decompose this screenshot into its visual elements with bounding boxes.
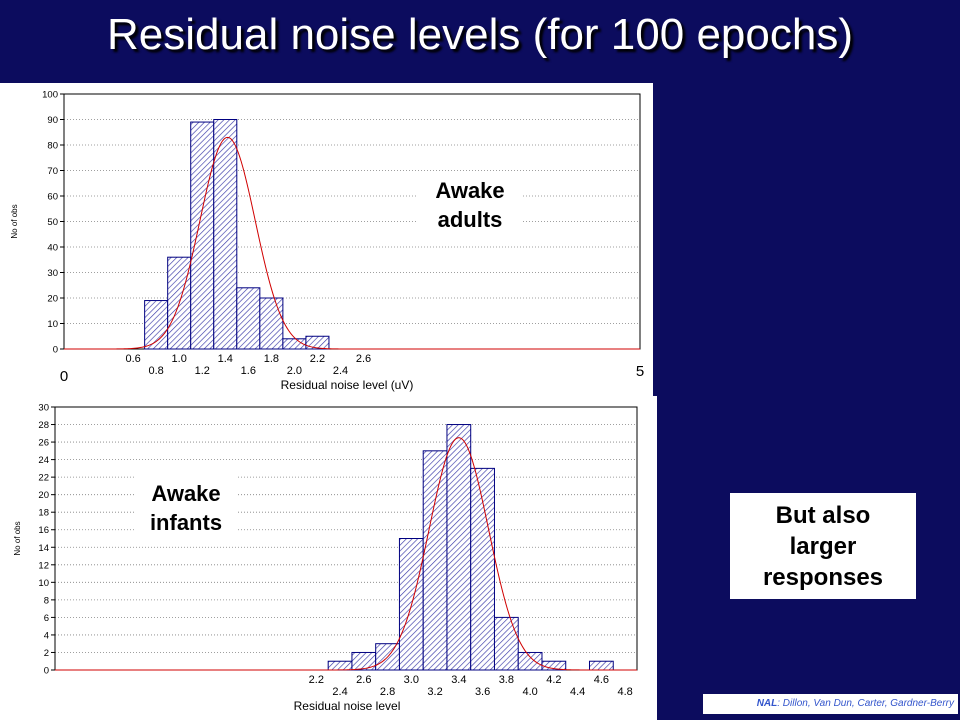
y-tick-label: 20: [38, 490, 49, 501]
y-tick-label: 90: [47, 115, 58, 126]
y-tick-label: 60: [47, 192, 58, 203]
y-tick-label: 8: [44, 595, 49, 606]
y-tick-label: 24: [38, 455, 49, 466]
credit-authors: : Dillon, Van Dun, Carter, Gardner-Berry: [777, 698, 954, 709]
x-tick-label: 3.6: [475, 686, 490, 698]
infants-chart-panel: 0 2 4 6 8 10 12 14 16 18 20 22 24 26 28 30 2.2 2.6 3.0 3.4 3…: [0, 396, 657, 720]
side-note-box: But also larger responses: [730, 493, 916, 599]
range-label-min: 0: [60, 368, 68, 385]
x-tick-label: 4.6: [594, 674, 609, 686]
plot-frame: [54, 406, 638, 671]
histogram-bar: [327, 660, 353, 671]
histogram-bar: [236, 287, 261, 350]
annotation-text: adults: [438, 207, 503, 232]
x-tick-label: 1.8: [264, 353, 279, 365]
x-tick-label: 2.4: [333, 365, 348, 377]
histogram-bar: [305, 335, 330, 350]
x-tick-label: 2.6: [356, 674, 371, 686]
annotation-text: infants: [150, 510, 222, 535]
histogram-bar: [446, 424, 472, 671]
x-tick-label: 2.8: [380, 686, 395, 698]
x-axis-label: Residual noise level (uV): [281, 378, 414, 392]
histogram-bar: [470, 467, 495, 671]
y-tick-label: 80: [47, 141, 58, 152]
y-tick-label: 18: [38, 508, 49, 519]
x-tick-label: 2.2: [310, 353, 325, 365]
histogram-bar: [517, 651, 543, 671]
y-axis-label: No of obs: [13, 521, 22, 555]
x-tick-label: 3.0: [404, 674, 419, 686]
x-tick-label: 1.2: [195, 365, 210, 377]
y-tick-label: 22: [38, 473, 49, 484]
annotation-box: [418, 173, 522, 235]
histogram-bar: [588, 660, 614, 671]
x-tick-label: 3.2: [427, 686, 442, 698]
histogram-bar: [259, 297, 284, 350]
y-tick-label: 70: [47, 166, 58, 177]
x-tick-label: 1.4: [218, 353, 233, 365]
x-tick-label: 4.4: [570, 686, 585, 698]
x-tick-label: 1.6: [241, 365, 256, 377]
histogram-bar: [190, 121, 215, 350]
y-tick-label: 6: [44, 613, 49, 624]
x-tick-label: 3.8: [499, 674, 514, 686]
x-tick-label: 2.4: [332, 686, 347, 698]
y-tick-label: 10: [38, 578, 49, 589]
histogram-bar: [493, 616, 519, 671]
y-axis-label: No of obs: [10, 204, 19, 238]
y-tick-label: 30: [47, 268, 58, 279]
y-tick-label: 0: [53, 345, 58, 356]
x-tick-label: 2.6: [356, 353, 371, 365]
y-tick-label: 2: [44, 648, 49, 659]
y-tick-label: 12: [38, 560, 49, 571]
y-tick-label: 30: [38, 403, 49, 414]
y-tick-label: 14: [38, 543, 49, 554]
y-tick-label: 10: [47, 319, 58, 330]
x-tick-label: 1.0: [172, 353, 187, 365]
histogram-bar: [351, 651, 377, 671]
adults-chart-panel: 0 10 20 30 40 50 60 70 80 90 100 0.6 1.0 1.4 1.8 2.2 2.6…: [0, 83, 653, 396]
annotation-box: [134, 476, 238, 538]
normal-fit-curve: [55, 437, 637, 671]
x-tick-label: 4.2: [546, 674, 561, 686]
y-tick-label: 16: [38, 525, 49, 536]
histogram-bar: [422, 450, 448, 671]
x-tick-label: 0.8: [149, 365, 164, 377]
annotation-text: Awake: [435, 178, 504, 203]
y-tick-label: 40: [47, 243, 58, 254]
slide-title: Residual noise levels (for 100 epochs): [107, 10, 853, 59]
histogram-bar: [213, 119, 238, 350]
normal-fit-curve: [64, 136, 640, 350]
y-tick-label: 100: [42, 90, 58, 101]
x-tick-label: 4.0: [522, 686, 537, 698]
y-tick-label: 50: [47, 217, 58, 228]
x-tick-label: 4.8: [617, 686, 632, 698]
y-tick-label: 20: [47, 294, 58, 305]
side-note-text: But also larger responses: [762, 501, 884, 591]
x-tick-label: 0.6: [125, 353, 140, 365]
x-tick-label: 2.0: [287, 365, 302, 377]
y-tick-label: 4: [44, 630, 49, 641]
credit-org: NAL: [756, 698, 778, 709]
range-label-max: 5: [636, 363, 644, 380]
x-tick-label: 3.4: [451, 674, 466, 686]
y-tick-label: 28: [38, 420, 49, 431]
y-tick-label: 0: [44, 666, 49, 677]
annotation-text: Awake: [151, 481, 220, 506]
x-tick-label: 2.2: [309, 674, 324, 686]
credit-line: NAL: Dillon, Van Dun, Carter, Gardner-Be…: [703, 694, 958, 714]
x-axis-label: Residual noise level: [294, 699, 401, 713]
y-tick-label: 26: [38, 438, 49, 449]
